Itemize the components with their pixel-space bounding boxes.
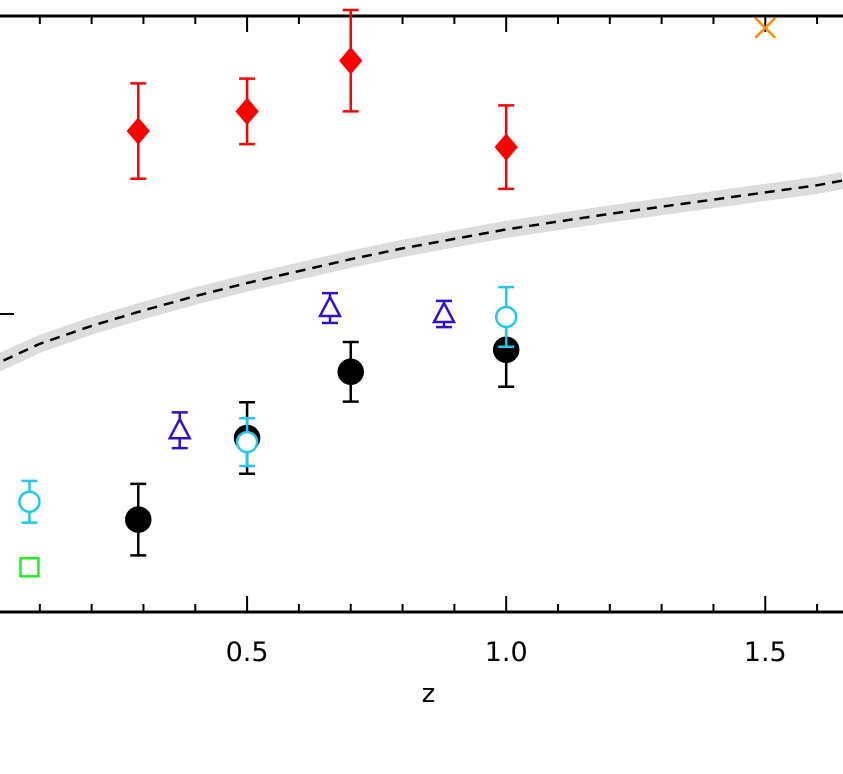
square-marker bbox=[19, 557, 40, 578]
data-point bbox=[19, 557, 40, 578]
data-point bbox=[126, 82, 150, 180]
diamond-marker bbox=[235, 97, 259, 126]
diamond-marker bbox=[339, 46, 363, 75]
axes-layer: 00.51.01.5 bbox=[0, 14, 843, 668]
data-point bbox=[125, 482, 152, 557]
data-point bbox=[754, 17, 777, 39]
model-uncertainty-band bbox=[0, 172, 843, 372]
circle-marker bbox=[235, 430, 259, 454]
x-tick-label: 1.5 bbox=[744, 637, 787, 668]
x-tick-label: 0.5 bbox=[226, 637, 269, 668]
x-tick-label: 1.0 bbox=[485, 637, 528, 668]
circle-marker bbox=[125, 506, 152, 533]
circle-marker bbox=[494, 305, 518, 329]
cross-marker-stroke bbox=[754, 17, 777, 39]
model-curve-layer bbox=[0, 179, 843, 364]
data-point bbox=[339, 8, 363, 113]
triangle-marker bbox=[317, 294, 343, 318]
model-curve bbox=[0, 179, 843, 364]
data-points-layer bbox=[18, 8, 777, 578]
data-point bbox=[337, 340, 364, 403]
triangle-marker bbox=[167, 416, 192, 440]
data-point bbox=[18, 479, 41, 524]
circle-marker bbox=[18, 490, 41, 513]
circle-marker bbox=[337, 358, 364, 386]
data-point bbox=[431, 299, 457, 329]
x-axis-label: z bbox=[422, 679, 436, 709]
diamond-marker bbox=[494, 133, 518, 161]
data-point bbox=[167, 411, 192, 450]
model-uncertainty-band-layer bbox=[0, 172, 843, 372]
data-point bbox=[317, 291, 343, 325]
diamond-marker bbox=[126, 117, 150, 145]
data-point bbox=[235, 417, 259, 468]
data-point bbox=[494, 285, 518, 349]
triangle-marker bbox=[431, 300, 457, 324]
data-point bbox=[235, 77, 259, 146]
data-point bbox=[494, 104, 518, 191]
